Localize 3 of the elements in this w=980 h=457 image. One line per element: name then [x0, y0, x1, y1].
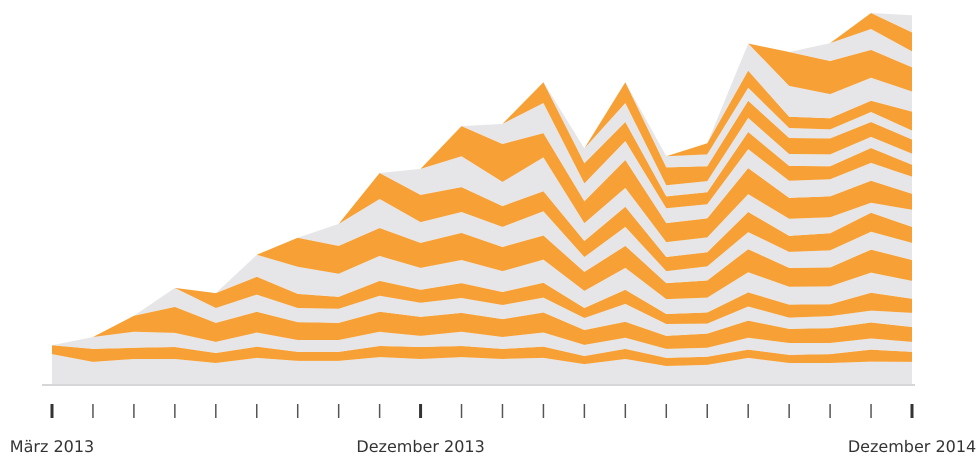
x-tick-label: März 2013	[10, 437, 94, 456]
x-tick-label: Dezember 2013	[356, 437, 485, 456]
x-tick-label: Dezember 2014	[848, 437, 976, 456]
